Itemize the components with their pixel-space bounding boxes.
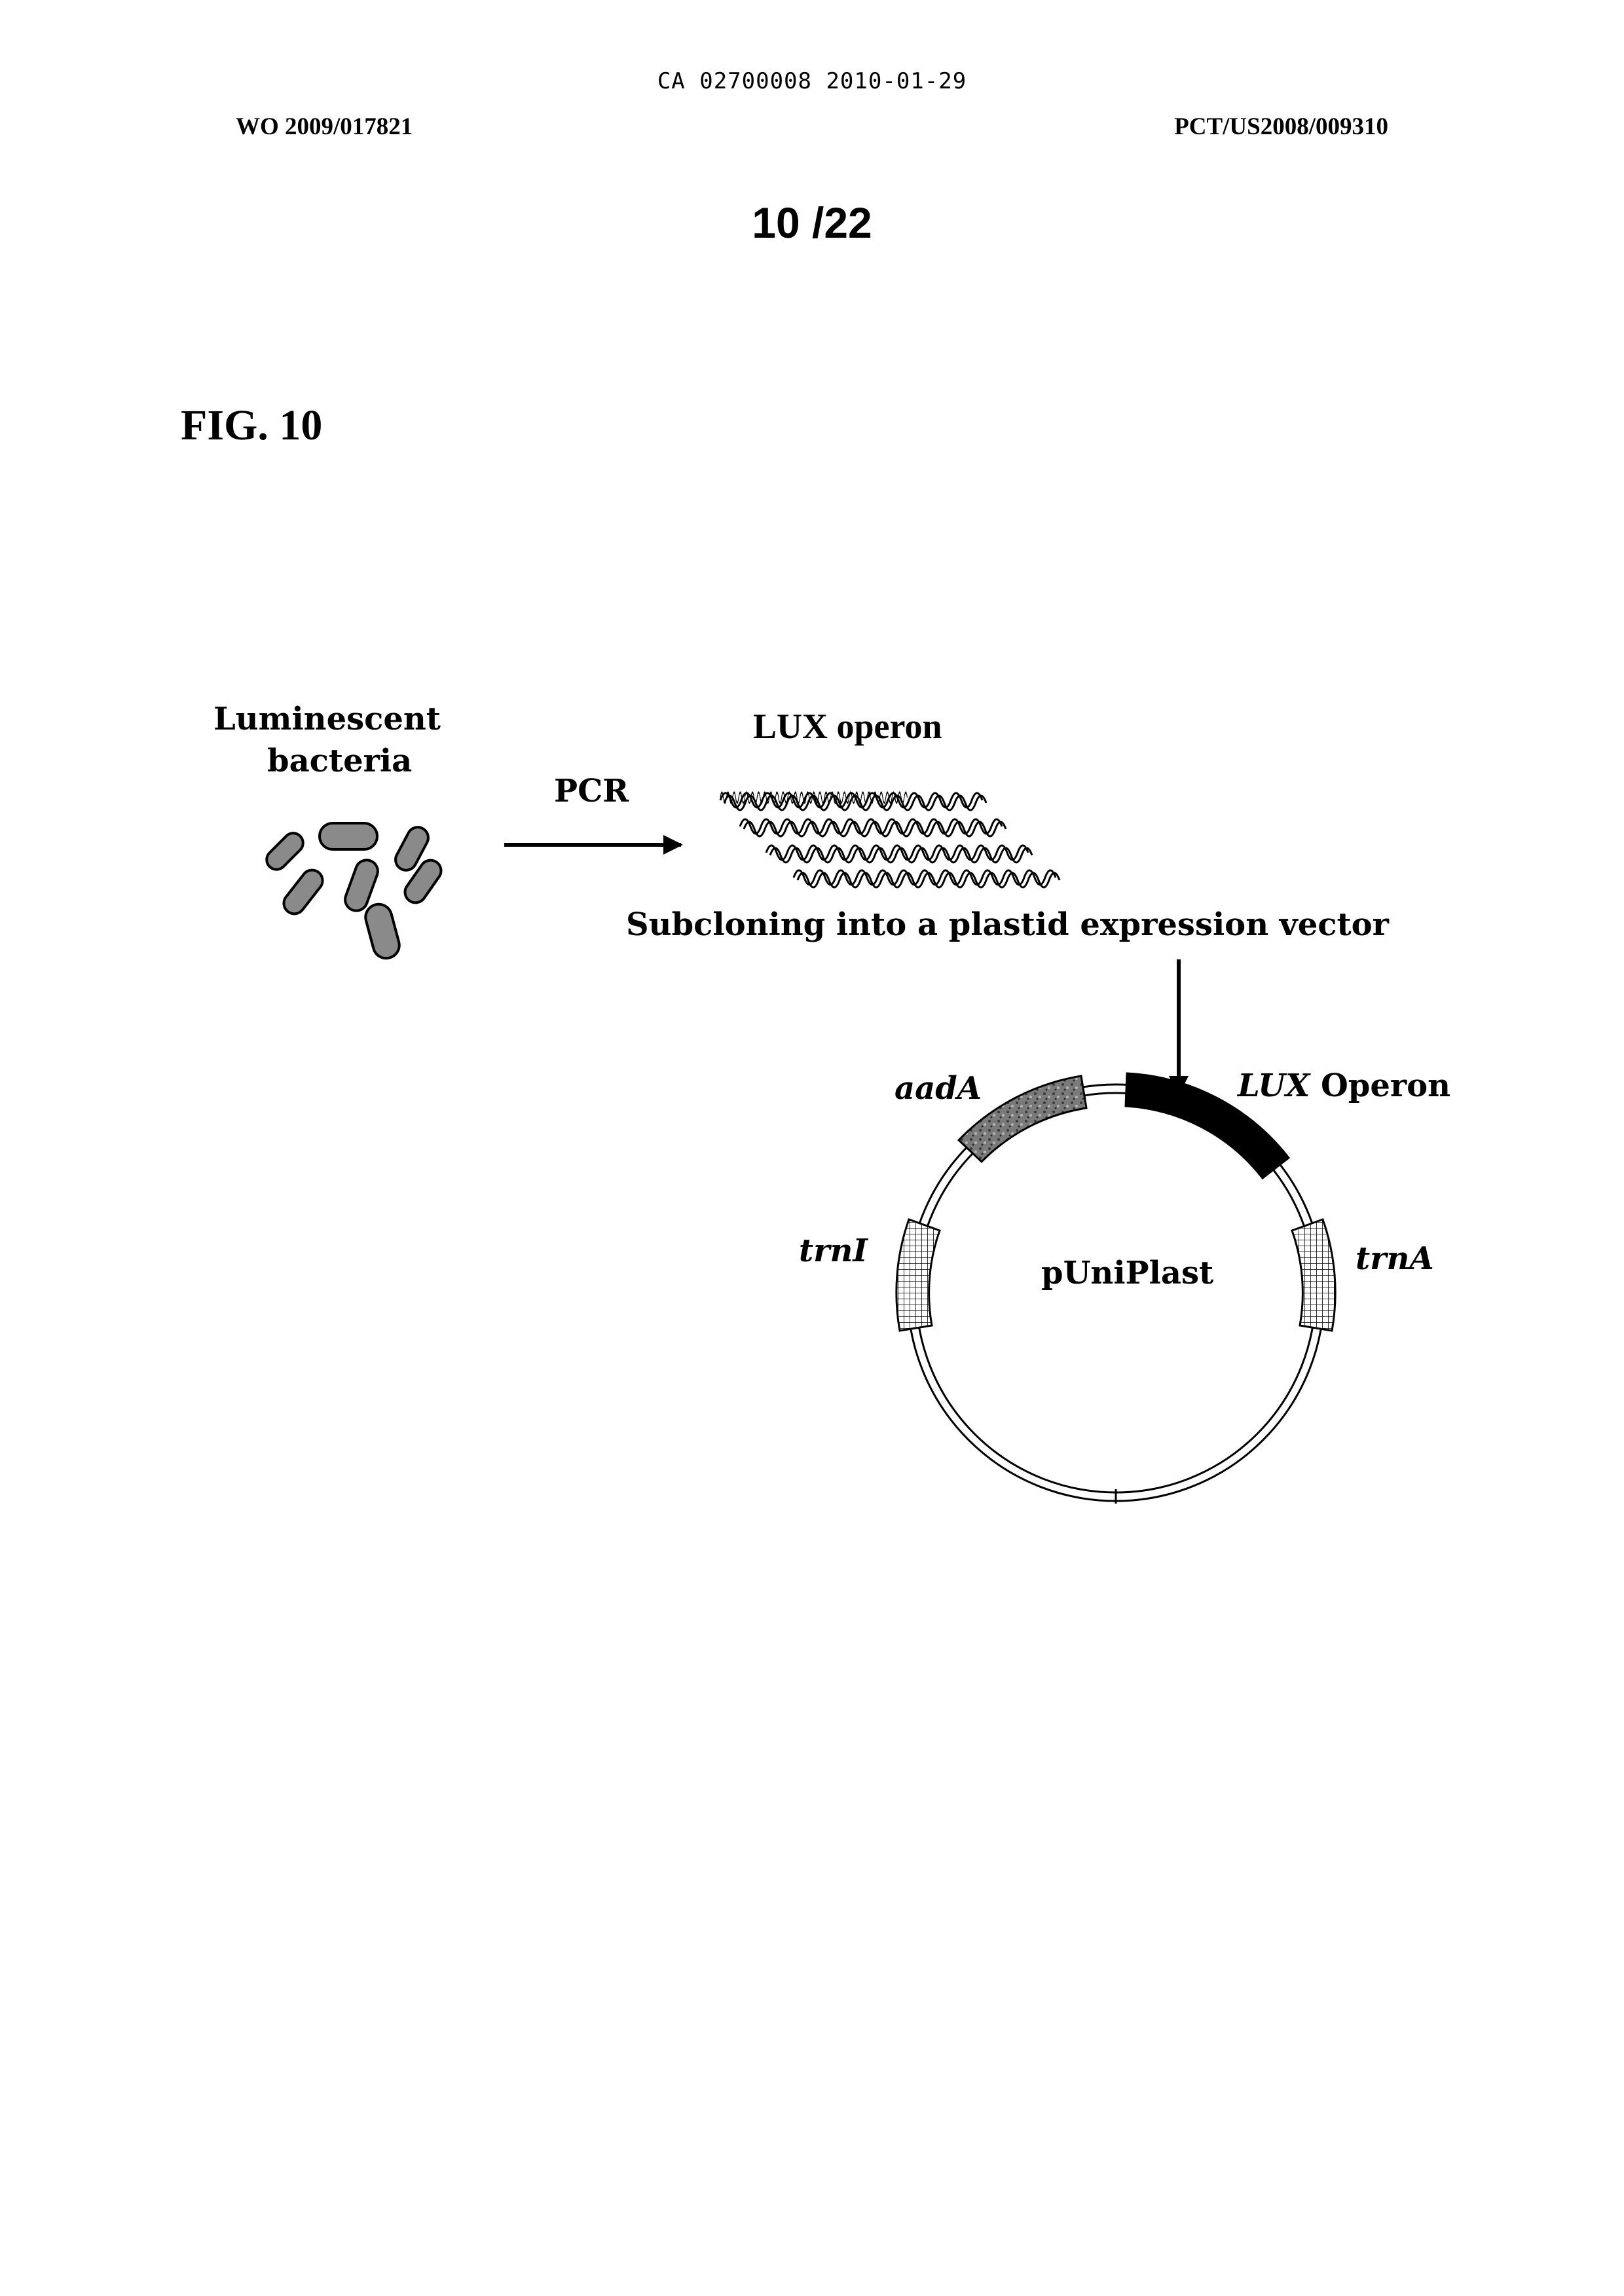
lux-operon-product-label: LUX operon: [753, 706, 942, 747]
trna-segment: [1292, 1219, 1335, 1331]
source-label-line2: bacteria: [267, 743, 412, 779]
trna-label: trnA: [1356, 1240, 1434, 1277]
trni-segment: [896, 1219, 940, 1331]
source-label-line1: Luminescent: [213, 701, 441, 737]
trni-label: trnI: [799, 1232, 868, 1269]
lux-operon-map-label: LUX Operon: [1238, 1067, 1450, 1104]
bacteria-icon: [263, 823, 445, 961]
subcloning-step-label: Subcloning into a plastid expression vec…: [626, 906, 1389, 943]
lux-italic: LUX: [1238, 1067, 1310, 1104]
plasmid-name: pUniPlast: [1041, 1255, 1213, 1291]
dna-strand-icon: [720, 792, 1060, 887]
aada-label: aadA: [895, 1070, 982, 1107]
operon-text: Operon: [1310, 1067, 1450, 1104]
pcr-label: PCR: [554, 773, 629, 809]
